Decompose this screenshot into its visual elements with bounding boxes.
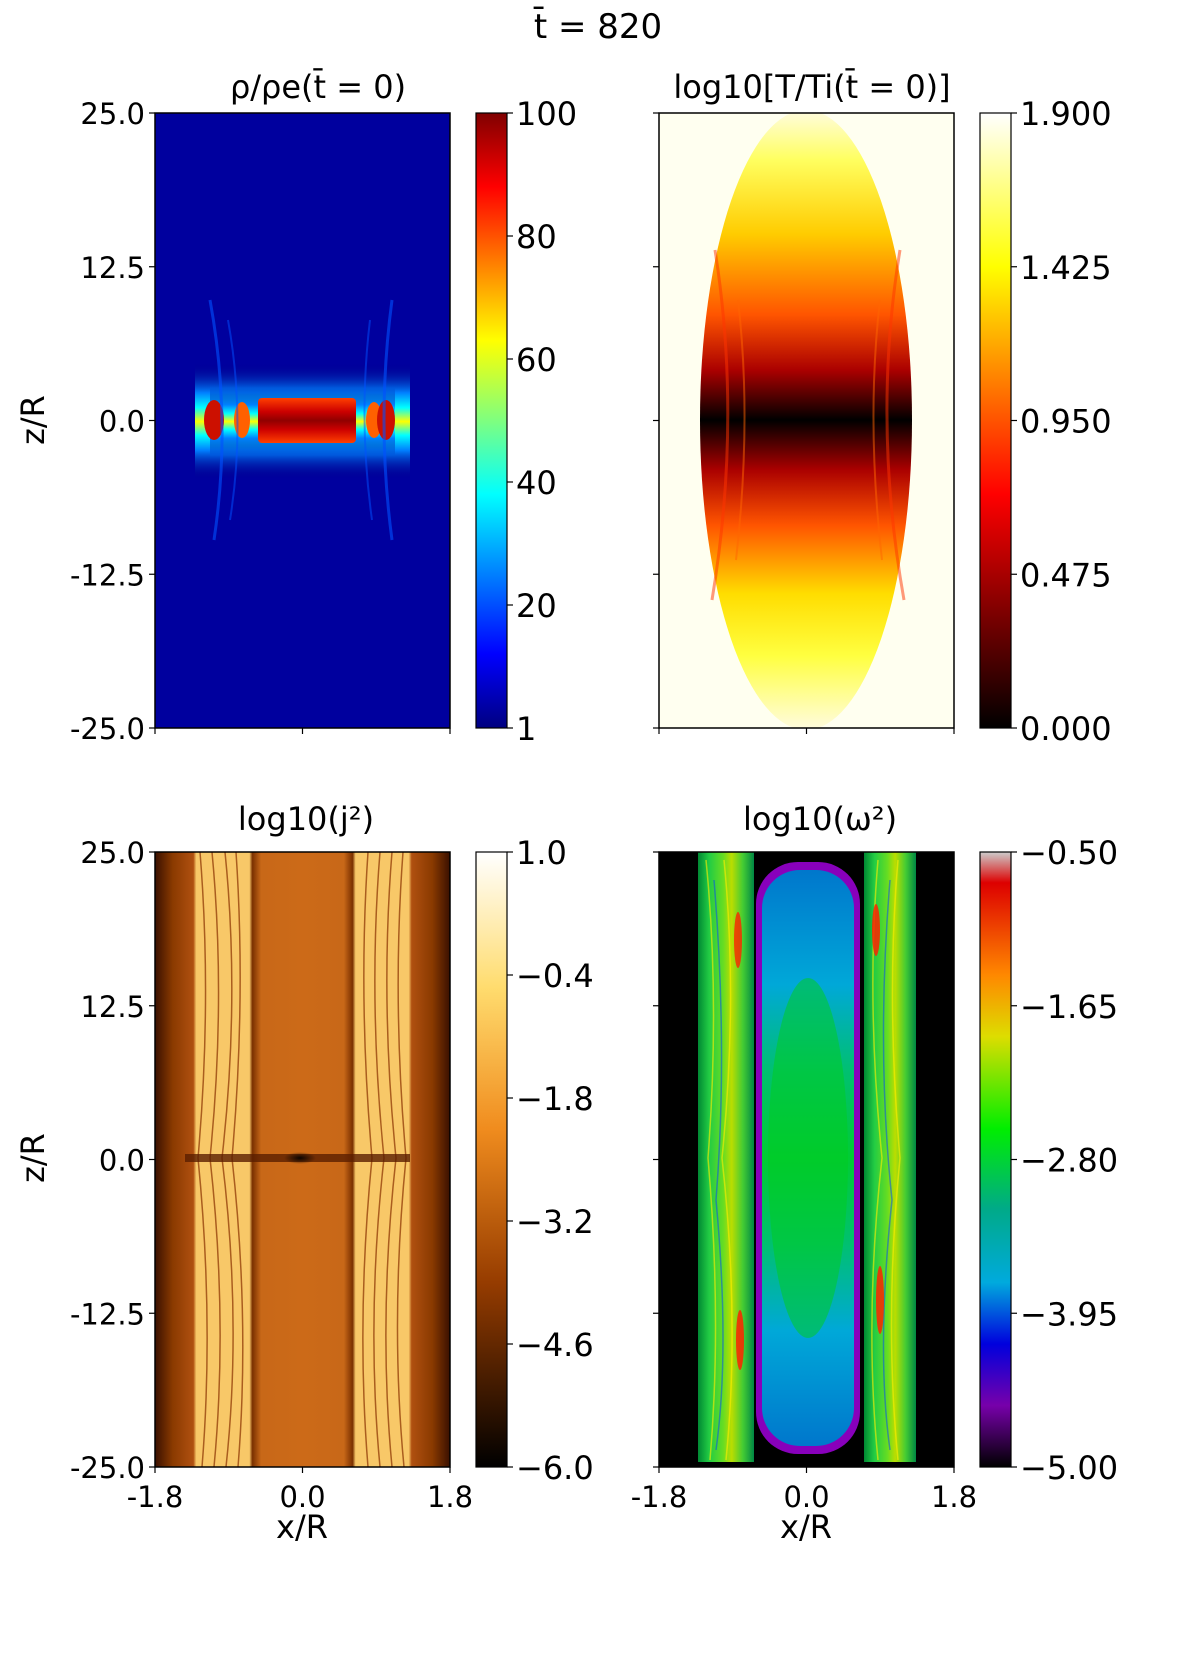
colorbar-tick-label: −0.50 — [1020, 834, 1118, 872]
colorbar-tick-label: −5.00 — [1020, 1449, 1118, 1487]
colorbar-tick-label: 60 — [516, 341, 557, 379]
panel-current: log10(j²) 25.0 12.5 0.0 -12.5 -25.0 -1.8 0.0 1… — [14, 800, 594, 1546]
colorbar-tick-label: 1.900 — [1020, 95, 1112, 133]
panel-density: ρ/ρe(t̄ = 0) 25.0 12.5 0.0 -12.5 -25.0 z/R 1… — [14, 67, 577, 748]
colorbar-tick-label: −6.0 — [516, 1449, 594, 1487]
y-tick-label: 25.0 — [80, 97, 145, 131]
colorbar-tick-label: 100 — [516, 95, 577, 133]
x-axis-label: x/R — [276, 1508, 328, 1546]
colorbar-tick-label: 80 — [516, 218, 557, 256]
colorbar-tick-label: −1.65 — [1020, 988, 1118, 1026]
y-tick-label: -25.0 — [70, 1451, 145, 1485]
panel-title: ρ/ρe(t̄ = 0) — [230, 67, 406, 106]
colorbar-tick-label: −3.95 — [1020, 1295, 1118, 1333]
colorbar-tick-label: 1 — [516, 710, 536, 748]
colorbar-tick-label: 40 — [516, 464, 557, 502]
y-tick-label: 25.0 — [80, 836, 145, 870]
colorbar — [475, 851, 508, 1468]
panel-temperature: log10[T/Ti(t̄ = 0)] 1.900 1.425 0.950 0.475… — [653, 67, 1112, 748]
colorbar-tick-label: −1.8 — [516, 1080, 594, 1118]
colorbar-tick-label: −3.2 — [516, 1203, 594, 1241]
y-axis-label: z/R — [14, 395, 52, 445]
panel-title: log10(ω²) — [743, 800, 897, 838]
figure-title: t̄ = 820 — [533, 6, 662, 47]
colorbar-tick-label: 20 — [516, 587, 557, 625]
density-map — [155, 113, 450, 728]
y-tick-label: -12.5 — [70, 558, 145, 592]
colorbar-tick-label: 0.950 — [1020, 403, 1112, 441]
colorbar — [475, 112, 508, 729]
colorbar-tick-label: −0.4 — [516, 957, 594, 995]
x-tick-label: 1.8 — [931, 1480, 977, 1514]
colorbar-tick-label: −4.6 — [516, 1326, 594, 1364]
y-tick-label: -25.0 — [70, 712, 145, 746]
y-tick-label: -12.5 — [70, 1297, 145, 1331]
colorbar-tick-label: 0.475 — [1020, 556, 1112, 594]
x-tick-label: -1.8 — [127, 1480, 184, 1514]
y-tick-label: 12.5 — [80, 990, 145, 1024]
current-map — [155, 852, 450, 1467]
panel-title: log10(j²) — [238, 800, 374, 838]
colorbar-tick-label: 1.425 — [1020, 249, 1112, 287]
colorbar — [979, 851, 1012, 1468]
colorbar-tick-label: −2.80 — [1020, 1142, 1118, 1180]
colorbar-tick-label: 1.0 — [516, 834, 567, 872]
x-tick-label: 0.0 — [279, 1480, 325, 1514]
x-tick-label: -1.8 — [631, 1480, 688, 1514]
x-tick-label: 1.8 — [427, 1480, 473, 1514]
x-axis-label: x/R — [780, 1508, 832, 1546]
colorbar-tick-label: 0.000 — [1020, 710, 1112, 748]
y-tick-label: 0.0 — [99, 1144, 145, 1178]
y-tick-label: 0.0 — [99, 405, 145, 439]
panel-title: log10[T/Ti(t̄ = 0)] — [673, 67, 950, 106]
colorbar — [979, 112, 1012, 729]
temperature-map — [659, 113, 954, 728]
vorticity-map — [659, 852, 954, 1467]
y-axis-label: z/R — [14, 1133, 52, 1183]
panel-vorticity: log10(ω²) -1.8 0.0 1.8 — [631, 800, 1118, 1546]
x-tick-label: 0.0 — [783, 1480, 829, 1514]
y-tick-label: 12.5 — [80, 251, 145, 285]
